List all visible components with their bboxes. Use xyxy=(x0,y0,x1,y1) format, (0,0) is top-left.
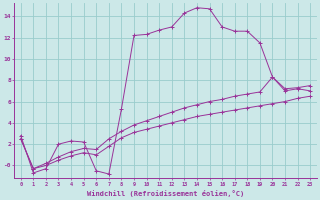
X-axis label: Windchill (Refroidissement éolien,°C): Windchill (Refroidissement éolien,°C) xyxy=(87,190,244,197)
